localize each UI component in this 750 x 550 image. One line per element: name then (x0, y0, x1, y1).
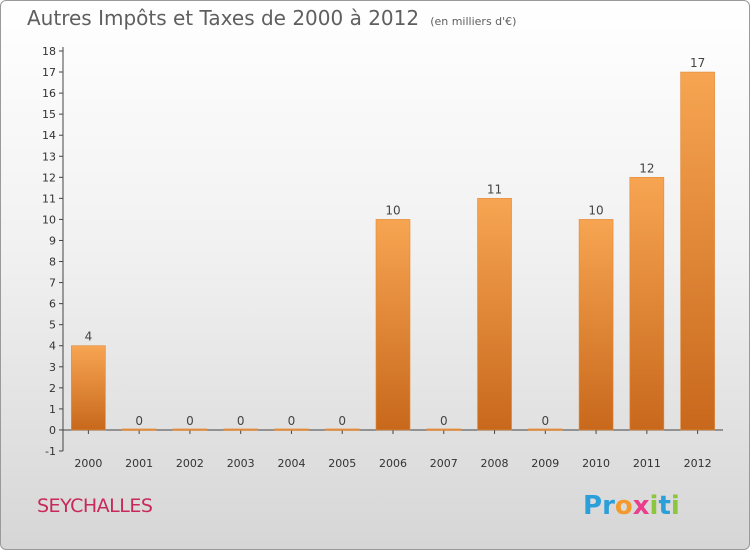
logo-letter: o (614, 491, 633, 521)
value-label-2007: 0 (440, 414, 448, 428)
commune-name: SEYCHALLES (37, 495, 153, 517)
logo-letter: P (583, 491, 603, 521)
value-label-2009: 0 (541, 414, 549, 428)
value-label-2005: 0 (338, 414, 346, 428)
logo-letter: x (632, 491, 650, 521)
y-tick-label: 11 (42, 192, 56, 205)
bar-2006 (375, 219, 411, 431)
proxiti-logo: Proxiti (583, 491, 680, 521)
y-tick-label: 7 (49, 277, 56, 290)
x-tick-label-2000: 2000 (74, 457, 102, 470)
logo-letter: t (658, 491, 671, 521)
logo-letter: i (670, 491, 680, 521)
bar-2008 (477, 198, 512, 431)
y-tick-label: 16 (42, 87, 56, 100)
y-tick-label: 15 (42, 108, 56, 121)
value-label-2000: 4 (85, 330, 93, 344)
value-label-2006: 10 (385, 203, 400, 217)
y-tick-label: 17 (42, 66, 56, 79)
bar-2001 (121, 428, 157, 431)
x-tick-label-2012: 2012 (684, 457, 712, 470)
y-tick-label: 3 (49, 361, 56, 374)
value-label-2004: 0 (288, 414, 296, 428)
value-label-2010: 10 (588, 203, 603, 217)
y-tick-label: 6 (49, 298, 56, 311)
y-tick-label: 10 (42, 213, 56, 226)
chart-title: Autres Impôts et Taxes de 2000 à 2012 (27, 6, 420, 30)
value-label-2011: 12 (639, 161, 654, 175)
y-tick-label: 1 (49, 403, 56, 416)
x-tick-label-2002: 2002 (176, 457, 204, 470)
value-label-2001: 0 (135, 414, 143, 428)
chart-title-block: Autres Impôts et Taxes de 2000 à 2012 (e… (27, 6, 516, 30)
y-tick-label: 9 (49, 234, 56, 247)
x-tick-label-2003: 2003 (227, 457, 255, 470)
y-tick-label: 14 (42, 129, 56, 142)
x-tick-label-2008: 2008 (481, 457, 509, 470)
x-tick-label-2005: 2005 (328, 457, 356, 470)
y-tick-label: 13 (42, 150, 56, 163)
bar-2000 (71, 345, 106, 431)
bar-2009 (528, 428, 563, 431)
y-tick-label: 18 (42, 45, 56, 58)
x-tick-label-2010: 2010 (582, 457, 610, 470)
bars-group (71, 71, 715, 431)
bar-2005 (324, 428, 360, 431)
x-tick-label-2001: 2001 (125, 457, 153, 470)
y-tick-label: 5 (49, 319, 56, 332)
y-tick-label: 0 (49, 424, 56, 437)
value-label-2008: 11 (487, 182, 502, 196)
value-label-2003: 0 (237, 414, 245, 428)
bar-2007 (426, 428, 462, 431)
y-tick-label: 12 (42, 171, 56, 184)
x-tick-label-2009: 2009 (531, 457, 559, 470)
x-tick-label-2006: 2006 (379, 457, 407, 470)
bar-2012 (680, 71, 715, 431)
value-label-2012: 17 (690, 56, 705, 70)
y-tick-label: 8 (49, 256, 56, 269)
bar-2004 (274, 428, 309, 431)
logo-letter: i (649, 491, 659, 521)
y-tick-label: 4 (49, 340, 56, 353)
bar-2002 (172, 428, 208, 431)
x-tick-label-2011: 2011 (633, 457, 661, 470)
bar-2003 (223, 428, 258, 431)
y-tick-label: -1 (45, 445, 56, 458)
logo-letter: r (602, 491, 615, 521)
y-tick-label: 2 (49, 382, 56, 395)
x-tick-label-2004: 2004 (277, 457, 305, 470)
bar-2010 (578, 219, 614, 431)
chart-unit: (en milliers d'€) (430, 15, 517, 28)
labels-group: 2000 4 2001 0 2002 0 2003 0 2004 0 2005 0 2006 10 2007… (74, 56, 711, 470)
value-label-2002: 0 (186, 414, 194, 428)
x-tick-label-2007: 2007 (430, 457, 458, 470)
bar-2011 (629, 177, 665, 431)
